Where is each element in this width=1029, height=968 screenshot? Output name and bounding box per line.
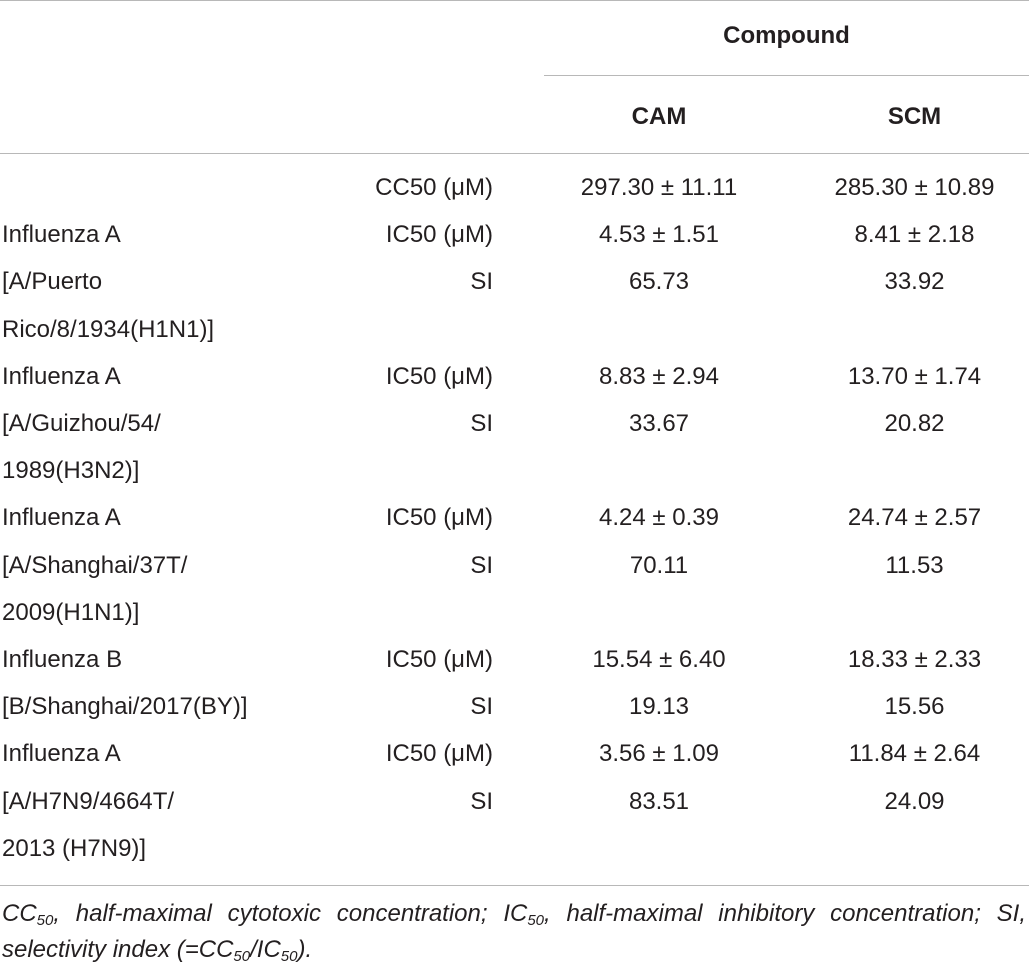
bottom-rule	[0, 885, 1029, 886]
metric-cell: IC50 (μM)	[385, 646, 493, 673]
cam-value: 19.13	[628, 693, 690, 720]
footnote-ratio-num-sub: 50	[233, 948, 251, 965]
compound-header: Compound	[723, 22, 850, 49]
cam-value: 4.53 ± 1.51	[599, 221, 719, 248]
metric-cell: CC50 (μM)	[375, 174, 493, 201]
scm-value: 8.41 ± 2.18	[854, 221, 975, 248]
scm-value: 13.70 ± 1.74	[847, 363, 982, 390]
strain-cell: [A/Shanghai/37T/	[2, 552, 188, 579]
strain-cell: 1989(H3N2)]	[2, 457, 140, 484]
cam-value: 83.51	[628, 788, 690, 815]
footnote-ratio-den: IC	[256, 936, 281, 963]
top-rule	[0, 0, 1029, 1]
column-header-cam: CAM	[631, 103, 687, 130]
cam-value: 4.24 ± 0.39	[599, 504, 719, 531]
footnote-ic-abbr: IC	[503, 900, 528, 927]
footnote-ratio-sep: /	[250, 936, 257, 963]
footnote-ic-def: , half-maximal inhibitory concentration;…	[2, 900, 1026, 963]
metric-cell: SI	[470, 693, 493, 720]
footnote-ratio-den-sub: 50	[280, 948, 298, 965]
metric-cell: SI	[470, 788, 493, 815]
metric-cell: IC50 (μM)	[385, 221, 493, 248]
strain-cell: Influenza A	[2, 221, 121, 248]
scm-value: 20.82	[884, 410, 945, 437]
metric-cell: IC50 (μM)	[385, 740, 493, 767]
footnote-ratio-end: ).	[297, 936, 313, 963]
cam-value: 65.73	[628, 268, 690, 295]
compound-underline	[544, 75, 1029, 76]
strain-cell: [B/Shanghai/2017(BY)]	[2, 693, 248, 720]
scm-value: 24.09	[884, 788, 945, 815]
cam-value: 33.67	[628, 410, 690, 437]
strain-cell: Rico/8/1934(H1N1)]	[2, 316, 215, 343]
strain-cell: 2009(H1N1)]	[2, 599, 140, 626]
strain-cell: Influenza A	[2, 740, 121, 767]
column-header-scm: SCM	[887, 103, 942, 130]
footnote-cc-abbr: CC	[2, 900, 37, 927]
scm-value: 24.74 ± 2.57	[847, 504, 982, 531]
scm-value: 11.84 ± 2.64	[848, 740, 981, 767]
scm-value: 15.56	[884, 693, 945, 720]
footnote-ratio-num: CC	[198, 936, 234, 963]
cam-value: 15.54 ± 6.40	[592, 646, 726, 673]
scm-value: 285.30 ± 10.89	[834, 174, 995, 201]
header-rule	[0, 153, 1029, 154]
footnote-cc-sub: 50	[36, 912, 54, 929]
scm-value: 11.53	[885, 552, 944, 579]
strain-cell: 2013 (H7N9)]	[2, 835, 147, 862]
metric-cell: SI	[470, 552, 493, 579]
strain-cell: Influenza B	[2, 646, 123, 673]
strain-cell: [A/H7N9/4664T/	[2, 788, 175, 815]
cam-value: 3.56 ± 1.09	[599, 740, 719, 767]
strain-cell: [A/Guizhou/54/	[2, 410, 161, 437]
strain-cell: Influenza A	[2, 504, 121, 531]
scm-value: 33.92	[884, 268, 945, 295]
strain-cell: [A/Puerto	[2, 268, 103, 295]
strain-cell: Influenza A	[2, 363, 121, 390]
metric-cell: IC50 (μM)	[385, 504, 493, 531]
cam-value: 8.83 ± 2.94	[599, 363, 719, 390]
footnote-cc-def: , half-maximal cytotoxic concentration;	[53, 900, 504, 927]
metric-cell: SI	[470, 268, 493, 295]
metric-cell: IC50 (μM)	[385, 363, 493, 390]
footnote-ic-sub: 50	[527, 912, 545, 929]
cam-value: 70.11	[629, 552, 689, 579]
metric-cell: SI	[470, 410, 493, 437]
table-footnote: CC50, half-maximal cytotoxic concentrati…	[2, 896, 1026, 968]
scm-value: 18.33 ± 2.33	[847, 646, 982, 673]
cam-value: 297.30 ± 11.11	[580, 174, 738, 201]
